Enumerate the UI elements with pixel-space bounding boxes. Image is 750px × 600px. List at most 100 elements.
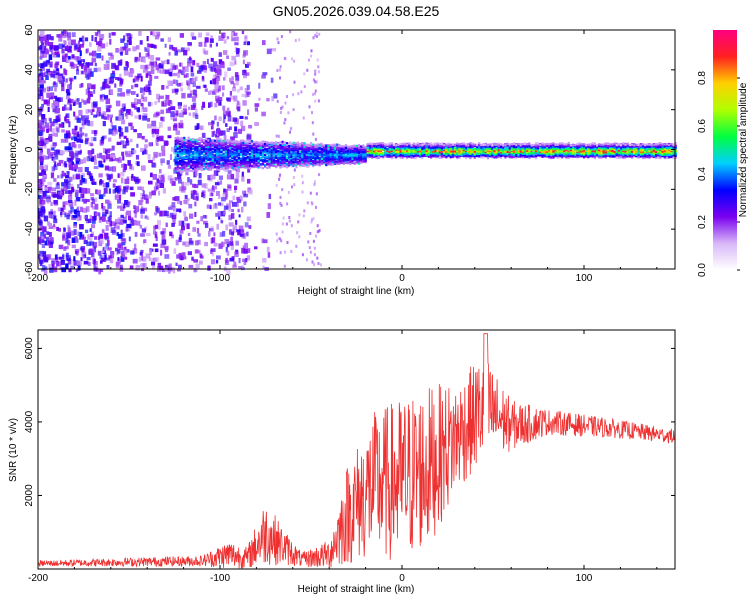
heatmap-noise-cell [65,201,69,206]
heatmap-noise-cell [87,261,91,266]
heatmap-noise-cell [74,43,78,50]
heatmap-band-cell [438,144,441,147]
heatmap-noise-cell [60,65,63,69]
heatmap-noise-cell [65,174,70,179]
heatmap-band-cell [423,144,426,147]
heatmap-noise-cell [183,74,187,78]
heatmap-band-cell [242,164,245,167]
heatmap-band-cell [312,155,315,158]
heatmap-noise-cell [103,159,106,163]
heatmap-band-cell [309,152,313,155]
heatmap-noise-cell [68,194,73,200]
heatmap-band-cell [377,146,380,149]
heatmap-band-cell [486,153,489,156]
heatmap-noise-cell [314,92,316,96]
heatmap-band-cell [478,146,481,149]
heatmap-noise-cell [178,122,184,129]
heatmap-noise-cell [172,197,175,201]
heatmap-band-cell [412,156,415,159]
heatmap-noise-cell [53,210,56,216]
heatmap-noise-cell [214,84,219,89]
heatmap-noise-cell [163,173,166,178]
heatmap-noise-cell [145,198,149,204]
heatmap-band-cell [318,150,321,154]
heatmap-band-cell [255,150,258,153]
heatmap-noise-cell [77,167,83,173]
heatmap-band-cell [174,146,177,149]
heatmap-band-cell [360,157,363,161]
heatmap-noise-cell [50,92,55,97]
heatmap-noise-cell [280,203,283,207]
heatmap-noise-cell [147,71,152,76]
heatmap-noise-cell [166,59,170,65]
heatmap-noise-cell [104,254,107,261]
heatmap-noise-cell [312,78,315,82]
heatmap-band-cell [484,149,487,152]
heatmap-noise-cell [75,174,80,180]
heatmap-band-cell [209,147,212,150]
heatmap-noise-cell [144,47,147,52]
heatmap-noise-cell [57,34,62,38]
heatmap-band-cell [445,153,448,156]
heatmap-noise-cell [177,174,182,180]
heatmap-noise-cell [114,83,117,88]
heatmap-band-cell [301,150,304,153]
heatmap-noise-cell [47,221,51,226]
heatmap-band-cell [292,155,295,158]
heatmap-band-cell [185,165,188,168]
heatmap-noise-cell [220,211,226,217]
heatmap-band-cell [207,156,210,159]
heatmap-band-cell [299,150,302,154]
heatmap-noise-cell [40,211,45,218]
heatmap-noise-cell [285,222,288,226]
heatmap-band-cell [257,166,260,169]
heatmap-band-cell [187,158,190,161]
heatmap-band-cell [246,164,249,167]
heatmap-noise-cell [103,192,106,197]
heatmap-band-cell [235,167,238,170]
heatmap-band-cell [314,144,317,147]
heatmap-noise-cell [234,126,238,132]
heatmap-band-cell [312,152,315,155]
heatmap-band-cell [257,160,260,163]
heatmap-band-cell [303,145,306,149]
heatmap-band-cell [264,147,267,150]
heatmap-noise-cell [39,86,44,91]
heatmap-noise-cell [154,128,159,135]
heatmap-noise-cell [202,101,205,108]
heatmap-noise-cell [108,114,113,118]
heatmap-noise-cell [88,153,93,159]
heatmap-noise-cell [183,68,186,74]
heatmap-band-cell [342,156,345,159]
heatmap-band-cell [176,151,179,154]
heatmap-band-cell [205,144,208,147]
heatmap-noise-cell [157,262,162,269]
heatmap-noise-cell [201,183,207,188]
heatmap-band-cell [220,141,223,144]
heatmap-noise-cell [140,94,144,99]
heatmap-noise-cell [163,140,168,146]
heatmap-band-cell [229,154,232,157]
heatmap-band-cell [419,148,422,151]
heatmap-band-cell [257,154,260,157]
heatmap-band-cell [240,150,243,153]
heatmap-noise-cell [179,33,184,38]
heatmap-noise-cell [125,227,129,232]
heatmap-band-cell [229,144,232,147]
heatmap-band-cell [237,166,240,169]
heatmap-band-cell [475,150,479,153]
heatmap-band-cell [419,146,422,149]
heatmap-band-cell [246,155,249,159]
heatmap-band-cell [283,148,286,151]
heatmap-noise-cell [74,192,79,197]
heatmap-noise-cell [85,117,89,123]
heatmap-noise-cell [214,182,220,186]
heatmap-band-cell [281,150,284,153]
heatmap-band-cell [288,149,291,152]
heatmap-noise-cell [238,48,241,53]
heatmap-noise-cell [128,236,131,242]
heatmap-band-cell [275,159,278,162]
heatmap-noise-cell [128,40,132,45]
heatmap-noise-cell [139,87,145,94]
heatmap-noise-cell [314,137,317,141]
